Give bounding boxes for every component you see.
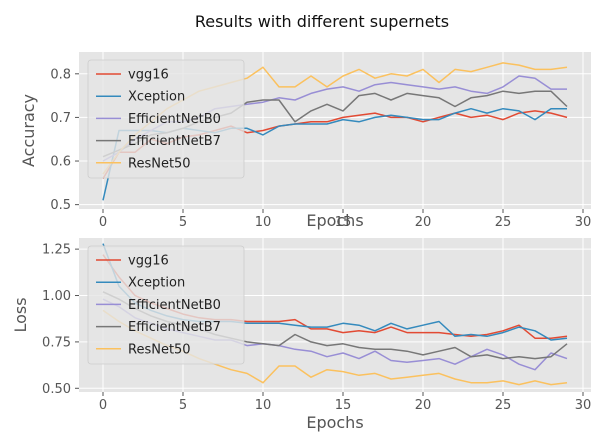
y-tick-label: 0.5 [50, 198, 71, 213]
legend-label: Xception [128, 90, 185, 105]
x-tick-label: 20 [415, 398, 432, 413]
legend-label: EfficientNetB7 [128, 134, 221, 149]
y-tick-label: 0.75 [42, 335, 71, 350]
y-tick-label: 0.6 [50, 155, 71, 170]
legend-box [87, 245, 245, 365]
x-tick-label: 0 [99, 398, 107, 413]
accuracy-subplot: 0 5 10 15 20 25 30 0.5 0.6 0.7 0.8 Epochs Accuracy vg… [19, 52, 591, 230]
x-tick-label: 15 [335, 215, 352, 230]
y-tick-label: 1.25 [42, 243, 71, 258]
legend-label: EfficientNetB0 [128, 298, 221, 313]
x-axis-label: Epochs [306, 211, 363, 230]
x-tick-label: 10 [255, 215, 272, 230]
legend-label: ResNet50 [128, 342, 191, 357]
legend: vgg16 Xception EfficientNetB0 EfficientNetB… [87, 245, 245, 365]
x-tick-label: 5 [179, 398, 187, 413]
legend: vgg16 Xception EfficientNetB0 EfficientNetB… [87, 59, 245, 179]
legend-label: EfficientNetB7 [128, 320, 221, 335]
y-tick-label: 0.8 [50, 67, 71, 82]
x-tick-label: 30 [575, 215, 592, 230]
x-tick-label: 15 [335, 398, 352, 413]
legend-label: vgg16 [128, 68, 169, 83]
legend-label: vgg16 [128, 254, 169, 269]
y-axis-label: Accuracy [19, 94, 38, 167]
x-tick-label: 25 [495, 398, 512, 413]
legend-label: EfficientNetB0 [128, 112, 221, 127]
y-tick-label: 1.00 [42, 289, 71, 304]
x-tick-label: 30 [575, 398, 592, 413]
y-axis-label: Loss [11, 297, 30, 332]
x-tick-label: 25 [495, 215, 512, 230]
y-tick-label: 0.50 [42, 382, 71, 397]
x-axis-label: Epochs [306, 413, 363, 432]
y-tick-label: 0.7 [50, 111, 71, 126]
x-tick-label: 0 [99, 215, 107, 230]
legend-label: ResNet50 [128, 156, 191, 171]
x-tick-label: 5 [179, 215, 187, 230]
figure-title: Results with different supernets [195, 12, 449, 31]
x-tick-label: 10 [255, 398, 272, 413]
loss-subplot: 0 5 10 15 20 25 30 0.50 0.75 1.00 1.25 Epochs Loss vg… [11, 238, 591, 432]
legend-label: Xception [128, 276, 185, 291]
legend-box [87, 59, 245, 179]
x-tick-label: 20 [415, 215, 432, 230]
